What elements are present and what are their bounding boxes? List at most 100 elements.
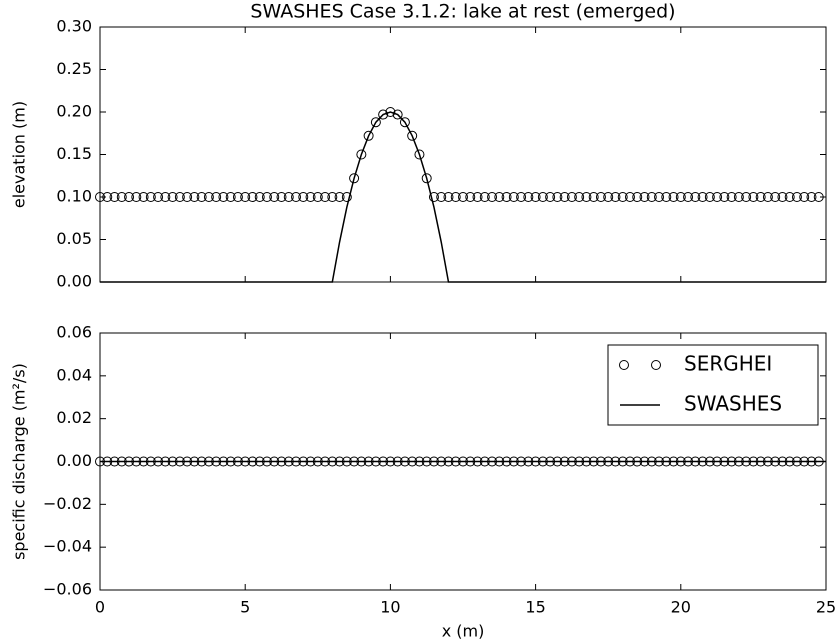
data-point [537,192,548,202]
data-point [559,192,570,202]
data-point [254,192,265,202]
x-axis-label: x (m) [442,622,485,641]
data-point [726,192,737,202]
data-point [704,192,715,202]
data-point [683,192,694,202]
data-point [617,192,628,202]
data-point [603,192,614,202]
data-point [806,192,817,202]
data-point [305,192,316,202]
data-point [160,192,171,202]
series-line [100,111,826,283]
data-point [675,192,686,202]
data-point [363,130,374,141]
data-point [225,192,236,202]
data-point [232,192,243,202]
data-point [770,192,781,202]
data-point [552,192,563,202]
legend-marker [651,360,661,370]
data-point [298,192,309,202]
data-point [458,192,468,202]
y-tick-label: 0.04 [56,365,92,384]
data-point [407,130,418,141]
data-point [269,192,280,202]
x-tick-label: 25 [816,598,836,617]
data-point [755,192,766,202]
data-point [566,192,577,202]
data-point [450,192,461,202]
y-tick-label: −0.04 [43,537,92,556]
data-point [153,192,164,202]
data-point [661,192,672,202]
y-tick-label: 0.15 [56,144,92,163]
data-point [320,192,331,202]
y-axis-label: elevation (m) [10,101,29,208]
data-point [392,109,403,120]
data-point [472,192,483,202]
data-point [813,192,824,202]
data-point [370,117,381,128]
data-point [465,192,476,202]
y-tick-label: 0.06 [56,323,92,342]
data-point [182,192,193,202]
data-point [341,192,352,202]
data-point [116,192,127,202]
data-point [203,192,214,202]
y-tick-label: 0.00 [56,451,92,470]
data-point [436,192,447,202]
data-point [421,173,432,184]
data-point [356,149,367,160]
data-point [530,192,541,202]
data-point [218,192,229,202]
y-tick-label: 0.30 [56,17,92,36]
data-point [610,192,621,202]
y-tick-label: 0.20 [56,102,92,121]
data-point [102,192,113,202]
data-point [624,192,635,202]
data-point [414,149,425,160]
data-point [385,107,396,117]
data-point [291,192,302,202]
data-point [712,192,723,202]
data-point [741,192,752,202]
data-point [349,173,360,184]
data-point [654,192,665,202]
y-tick-label: −0.06 [43,580,92,599]
data-point [719,192,730,202]
data-point [399,117,410,128]
data-point [632,192,643,202]
data-point [639,192,650,202]
data-point [109,192,120,202]
data-point [494,192,505,202]
data-point [799,192,810,202]
data-point [581,192,592,202]
data-point [668,192,679,202]
data-point [748,192,759,202]
data-point [479,192,490,202]
data-point [211,192,222,202]
data-point [131,192,142,202]
legend-marker [619,360,629,370]
data-point [574,192,585,202]
data-point [124,192,135,202]
data-point [378,109,389,120]
data-point [240,192,251,202]
chart-title: SWASHES Case 3.1.2: lake at rest (emerge… [250,1,675,23]
data-point [174,192,185,202]
data-point [283,192,294,202]
y-tick-label: 0.05 [56,229,92,248]
data-point [588,192,599,202]
data-point [791,192,802,202]
y-tick-label: 0.25 [56,59,92,78]
data-point [733,192,744,202]
y-tick-label: 0.02 [56,408,92,427]
x-tick-label: 0 [95,598,105,617]
data-point [545,192,556,202]
data-point [261,192,272,202]
data-point [646,192,657,202]
x-tick-label: 20 [671,598,691,617]
data-point [487,192,498,202]
plot-frame [99,26,827,283]
x-tick-label: 5 [240,598,250,617]
